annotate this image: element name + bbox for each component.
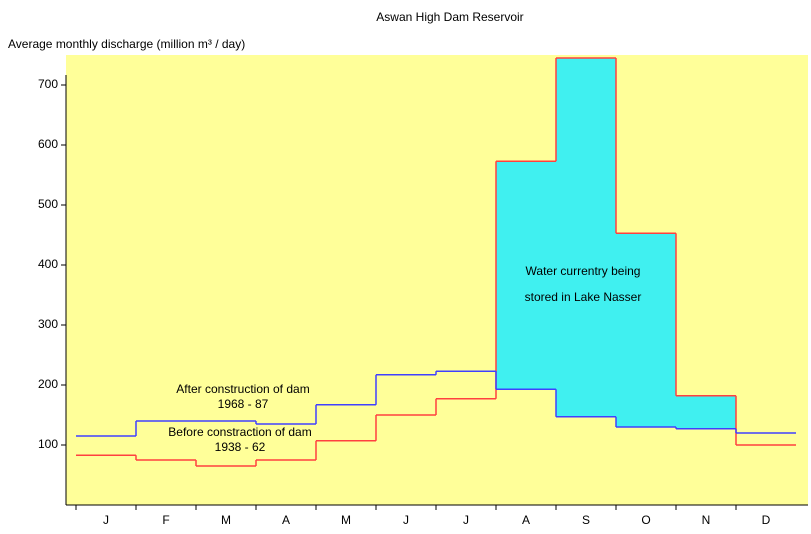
plot-background bbox=[66, 55, 808, 505]
stored-water bbox=[496, 161, 556, 390]
y-tick-label: 300 bbox=[38, 317, 58, 331]
x-tick-label: J bbox=[103, 513, 109, 527]
stored-water bbox=[676, 395, 736, 429]
x-tick-label: F bbox=[162, 513, 169, 527]
chart-title: Aswan High Dam Reservoir bbox=[376, 10, 523, 24]
x-tick-label: M bbox=[221, 513, 231, 527]
annotation: 1938 - 62 bbox=[215, 440, 266, 454]
x-tick-label: A bbox=[522, 513, 530, 527]
annotation: After construction of dam bbox=[176, 382, 309, 396]
y-axis-label: Average monthly discharge (million m³ / … bbox=[8, 37, 245, 51]
y-tick-label: 500 bbox=[38, 197, 58, 211]
x-tick-label: M bbox=[341, 513, 351, 527]
y-tick-label: 100 bbox=[38, 437, 58, 451]
stored-water bbox=[616, 233, 676, 427]
x-tick-label: A bbox=[282, 513, 290, 527]
annotation: Before constraction of dam bbox=[168, 425, 311, 439]
x-tick-label: J bbox=[463, 513, 469, 527]
x-tick-label: S bbox=[582, 513, 590, 527]
x-tick-label: O bbox=[641, 513, 650, 527]
y-tick-label: 200 bbox=[38, 377, 58, 391]
x-tick-label: D bbox=[762, 513, 771, 527]
stored-water bbox=[556, 58, 616, 417]
annotation: stored in Lake Nasser bbox=[525, 290, 642, 304]
y-tick-label: 400 bbox=[38, 257, 58, 271]
x-tick-label: J bbox=[403, 513, 409, 527]
annotation: 1968 - 87 bbox=[218, 397, 269, 411]
y-tick-label: 700 bbox=[38, 77, 58, 91]
x-tick-label: N bbox=[702, 513, 711, 527]
annotation: Water currentry being bbox=[526, 264, 641, 278]
y-tick-label: 600 bbox=[38, 137, 58, 151]
